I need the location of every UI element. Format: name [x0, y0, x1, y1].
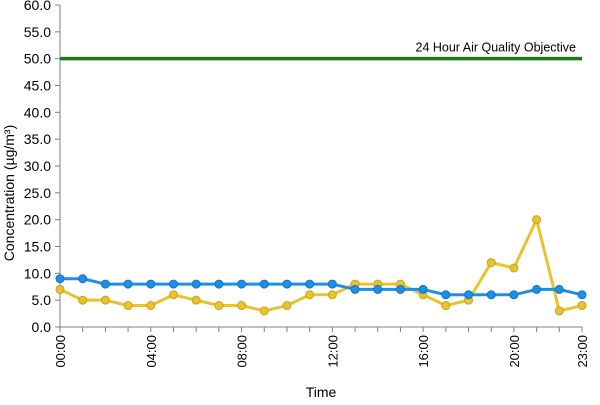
x-tick-label: 20:00 — [507, 335, 522, 368]
y-tick-label: 45.0 — [24, 78, 51, 94]
series-0-point — [441, 290, 451, 300]
series-0-point — [554, 284, 564, 294]
series-1-point — [554, 306, 564, 316]
series-0-point — [373, 284, 383, 294]
series-0-point — [395, 284, 405, 294]
y-tick-label: 10.0 — [24, 265, 51, 281]
series-0-point — [55, 274, 65, 284]
series-0-point — [418, 284, 428, 294]
y-tick-label: 5.0 — [32, 292, 52, 308]
y-tick-label: 20.0 — [24, 212, 51, 228]
y-tick-label: 55.0 — [24, 24, 51, 40]
series-1-point — [55, 284, 65, 294]
y-tick-label: 25.0 — [24, 185, 51, 201]
series-0-point — [214, 279, 224, 289]
air-quality-objective-label: 24 Hour Air Quality Objective — [416, 41, 577, 55]
x-tick-label: 16:00 — [416, 335, 431, 368]
y-tick-label: 35.0 — [24, 131, 51, 147]
series-1-point — [486, 258, 496, 268]
series-group — [55, 215, 587, 316]
x-tick-label: 08:00 — [235, 335, 250, 368]
series-0-point — [282, 279, 292, 289]
series-0-point — [123, 279, 133, 289]
series-0-point — [237, 279, 247, 289]
series-1-point — [123, 301, 133, 311]
y-tick-label: 15.0 — [24, 239, 51, 255]
series-1-point — [327, 290, 337, 300]
x-axis: 00:00 04:00 08:00 12:00 16:00 20:00 23:00 — [53, 326, 590, 368]
series-1-point — [146, 301, 156, 311]
series-0-point — [577, 290, 587, 300]
series-1-point — [168, 290, 178, 300]
series-0-point — [464, 290, 474, 300]
series-1-point — [282, 301, 292, 311]
y-tick-label: 30.0 — [24, 158, 51, 174]
x-tick-label: 12:00 — [325, 335, 340, 368]
series-0-point — [509, 290, 519, 300]
y-tick-label: 50.0 — [24, 51, 51, 67]
series-0-point — [532, 284, 542, 294]
series-0-point — [259, 279, 269, 289]
series-0-point — [350, 284, 360, 294]
series-1-point — [259, 306, 269, 316]
y-tick-label: 40.0 — [24, 104, 51, 120]
x-tick-label: 23:00 — [575, 335, 590, 368]
series-1-point — [441, 301, 451, 311]
y-axis-label: Concentration (µg/m³) — [1, 125, 17, 261]
series-1-point — [214, 301, 224, 311]
series-0-line — [60, 277, 583, 297]
series-0-point — [168, 279, 178, 289]
x-axis-label: Time — [306, 384, 337, 400]
y-axis: 0.0 5.0 10.0 15.0 20.0 25.0 30.0 35.0 40.0 45.0 50… — [24, 0, 61, 335]
series-1-point — [237, 301, 247, 311]
series-0-point — [100, 279, 110, 289]
x-tick-label: 04:00 — [144, 335, 159, 368]
series-0-point — [327, 279, 337, 289]
series-1-point — [100, 295, 110, 305]
series-1-point — [577, 301, 587, 311]
series-0-point — [486, 290, 496, 300]
series-1-line — [59, 218, 583, 313]
x-tick-label: 00:00 — [53, 335, 68, 368]
series-0-point — [305, 279, 315, 289]
series-0-point — [146, 279, 156, 289]
series-1-point — [191, 295, 201, 305]
y-tick-label: 60.0 — [24, 0, 51, 13]
series-0-point — [78, 274, 88, 284]
series-1-point — [509, 263, 519, 273]
y-tick-label: 0.0 — [32, 319, 52, 335]
series-1-point — [305, 290, 315, 300]
series-1-point — [78, 295, 88, 305]
reference-line-group: 24 Hour Air Quality Objective — [60, 41, 582, 61]
series-0-point — [191, 279, 201, 289]
series-1-point — [532, 215, 542, 225]
